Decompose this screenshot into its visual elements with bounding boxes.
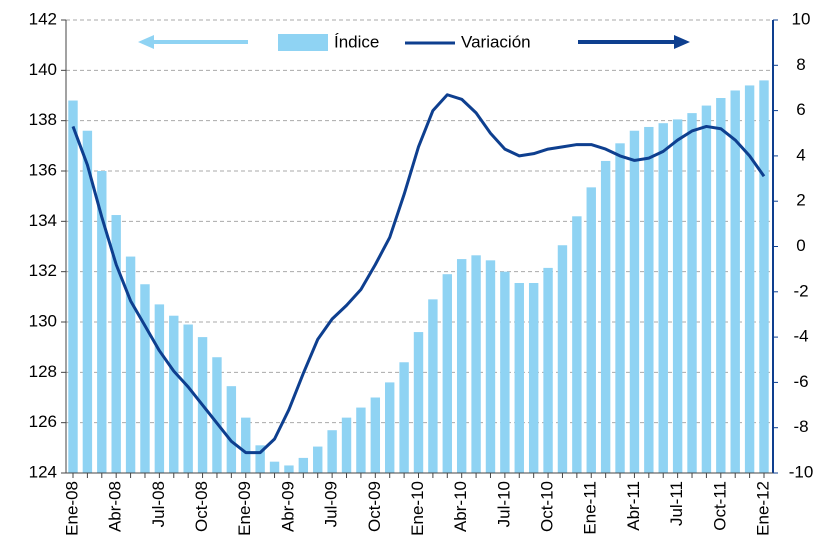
bar <box>385 382 395 473</box>
bar <box>226 386 237 473</box>
bar <box>97 171 107 473</box>
bar <box>255 445 265 473</box>
bar <box>428 299 438 473</box>
legend: Índice Variación <box>138 32 690 51</box>
y2-tick-label: 2 <box>796 191 805 210</box>
y-tick-label: 124 <box>29 462 57 481</box>
x-tick-label: Abr-10 <box>451 481 470 532</box>
x-tick-label: Oct-09 <box>365 481 384 532</box>
y2-tick-label: -6 <box>793 372 808 391</box>
y-tick-label: 128 <box>29 362 57 381</box>
bar <box>557 245 568 473</box>
x-tick-label: Jul-10 <box>494 481 513 527</box>
y2-tick-label: -10 <box>789 462 814 481</box>
bar <box>413 332 424 473</box>
x-tick-label: Ene-09 <box>235 481 254 536</box>
bar <box>313 446 323 473</box>
x-tick-label: Oct-11 <box>710 481 729 531</box>
bar <box>500 271 510 473</box>
bar <box>600 160 611 473</box>
bar <box>514 282 524 473</box>
bar <box>456 259 467 473</box>
bar <box>341 417 352 473</box>
bar <box>169 315 179 473</box>
y-tick-label: 136 <box>29 160 57 179</box>
legend-label: Variación <box>461 32 531 51</box>
y2-tick-label: -2 <box>793 281 808 300</box>
x-tick-label: Ene-08 <box>62 481 81 536</box>
bar <box>701 105 712 474</box>
x-tick-label: Abr-08 <box>106 481 125 532</box>
y2-tick-label: -8 <box>793 417 808 436</box>
y2-tick-label: 0 <box>796 236 805 255</box>
x-tick-label: Abr-09 <box>278 481 297 532</box>
bar <box>658 123 668 473</box>
bar <box>687 113 697 473</box>
x-tick-label: Ene-10 <box>408 481 427 536</box>
legend-label: Índice <box>334 32 379 51</box>
y-tick-label: 130 <box>29 311 57 330</box>
bar <box>269 461 280 473</box>
y2-tick-label: 10 <box>792 9 811 28</box>
x-tick-label: Jul-08 <box>149 481 168 527</box>
bar <box>543 267 553 473</box>
bar <box>442 274 452 473</box>
bar <box>744 85 755 473</box>
bar <box>183 324 193 473</box>
x-tick-label: Ene-11 <box>581 481 600 535</box>
bar <box>68 100 78 474</box>
bar <box>629 130 640 473</box>
bar <box>212 357 222 473</box>
x-tick-label: Oct-08 <box>192 481 211 532</box>
x-tick-label: Jul-11 <box>667 481 686 526</box>
y-tick-label: 142 <box>29 9 57 28</box>
bar <box>111 215 121 473</box>
bar <box>82 130 93 473</box>
x-tick-label: Ene-12 <box>753 481 772 536</box>
legend-swatch <box>278 34 328 51</box>
line <box>71 93 766 455</box>
y-tick-label: 140 <box>29 60 57 79</box>
bar <box>730 90 740 473</box>
bar <box>154 304 165 473</box>
y2-tick-label: 4 <box>796 145 805 164</box>
y2-tick-label: 6 <box>796 100 805 119</box>
bar <box>759 80 769 474</box>
bar <box>485 260 496 473</box>
y2-tick-label: 8 <box>796 55 805 74</box>
legend-arrowhead-left <box>138 35 154 49</box>
bar <box>370 397 381 473</box>
x-tick-label: Oct-10 <box>538 481 557 532</box>
y-tick-label: 132 <box>29 261 57 280</box>
bar <box>615 143 625 474</box>
y-tick-label: 126 <box>29 412 57 431</box>
bar <box>672 119 683 474</box>
bar <box>644 126 654 473</box>
x-tick-label: Abr-11 <box>624 481 643 531</box>
plot: 124 126 128 130 132 134 136 138 140 142 -10 -8 -6 -4 -… <box>29 9 814 535</box>
bar <box>356 407 366 473</box>
bar <box>471 255 481 473</box>
bar <box>284 465 294 473</box>
bar <box>716 98 726 474</box>
bar <box>327 430 337 473</box>
bar <box>399 362 409 473</box>
bar <box>586 187 596 473</box>
bar <box>528 282 539 473</box>
y-tick-label: 134 <box>29 211 57 230</box>
legend-arrowhead-right <box>674 35 690 49</box>
bar <box>298 457 309 473</box>
bar <box>241 417 251 473</box>
x-tick-label: Jul-09 <box>322 481 341 527</box>
bar <box>125 256 136 473</box>
bar <box>140 284 150 473</box>
y-tick-label: 138 <box>29 110 57 129</box>
bar <box>572 216 582 474</box>
y2-tick-label: -4 <box>793 327 808 346</box>
